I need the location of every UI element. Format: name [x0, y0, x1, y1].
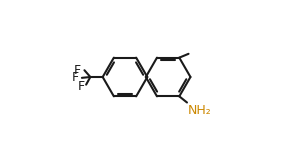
Text: F: F — [74, 64, 81, 77]
Text: F: F — [77, 80, 85, 93]
Text: F: F — [72, 71, 79, 84]
Text: NH₂: NH₂ — [188, 104, 212, 117]
